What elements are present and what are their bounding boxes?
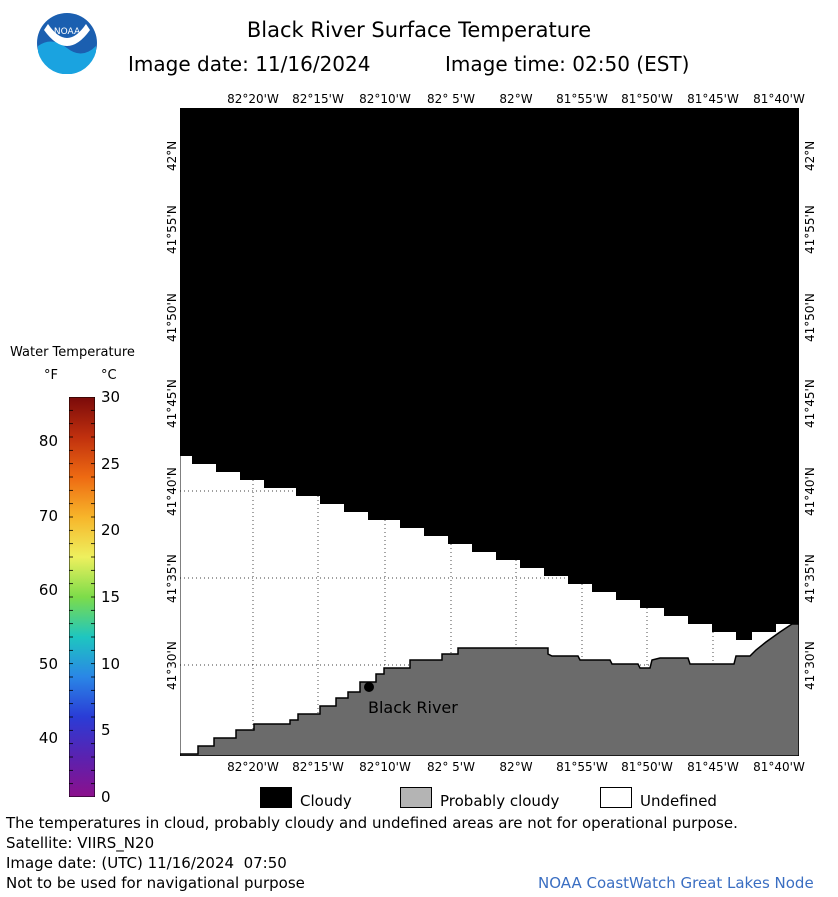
temperature-colorbar — [69, 397, 95, 797]
page-title: Black River Surface Temperature — [246, 18, 592, 42]
key-undefined-swatch — [600, 787, 632, 808]
key-probably-cloudy-label: Probably cloudy — [440, 792, 560, 810]
black-river-station-marker[interactable] — [364, 682, 374, 692]
noaa-logo: NOAA — [36, 12, 98, 75]
noaa-logo-text: NOAA — [54, 27, 81, 37]
top-lon-label: 82°20'W — [227, 92, 279, 106]
top-lon-label: 81°50'W — [621, 92, 673, 106]
credit-text[interactable]: NOAA CoastWatch Great Lakes Node — [538, 874, 814, 892]
bottom-lon-label: 81°50'W — [621, 760, 673, 774]
right-lat-label: 41°40'N — [803, 466, 817, 516]
right-lat-label: 42°N — [803, 140, 817, 171]
bottom-lon-label: 82°15'W — [292, 760, 344, 774]
disclaimer-text: The temperatures in cloud, probably clou… — [6, 814, 738, 832]
top-lon-label: 82°15'W — [292, 92, 344, 106]
utc-date-text: Image date: (UTC) 11/16/2024 07:50 — [6, 854, 287, 872]
land-area — [180, 623, 799, 756]
bottom-lon-label: 82°10'W — [359, 760, 411, 774]
legend-unit-f: °F — [44, 368, 58, 383]
top-lon-label: 82° 5'W — [427, 92, 475, 106]
left-lat-label: 41°40'N — [165, 466, 179, 516]
left-lat-label: 41°30'N — [165, 640, 179, 690]
legend-c-tick: 0 — [101, 788, 111, 806]
map-area[interactable] — [180, 108, 799, 756]
top-lon-label: 81°55'W — [556, 92, 608, 106]
top-lon-label: 82°10'W — [359, 92, 411, 106]
bottom-lon-label: 81°40'W — [753, 760, 805, 774]
bottom-lon-label: 81°45'W — [687, 760, 739, 774]
cloudy-area — [180, 108, 799, 640]
image-date: Image date: 11/16/2024 — [128, 52, 371, 76]
left-lat-label: 41°35'N — [165, 553, 179, 603]
bottom-lon-label: 82° 5'W — [427, 760, 475, 774]
image-time: Image time: 02:50 (EST) — [445, 52, 690, 76]
right-lat-label: 41°45'N — [803, 378, 817, 428]
key-probably-cloudy-swatch — [400, 787, 432, 808]
right-lat-label: 41°50'N — [803, 292, 817, 342]
key-undefined-label: Undefined — [640, 792, 717, 810]
legend-f-tick: 80 — [38, 432, 58, 451]
legend-unit-c: °C — [101, 368, 117, 383]
top-lon-label: 81°40'W — [753, 92, 805, 106]
nav-warning-text: Not to be used for navigational purpose — [6, 874, 305, 892]
bottom-lon-label: 81°55'W — [556, 760, 608, 774]
legend-f-tick: 50 — [38, 654, 58, 673]
left-lat-label: 41°55'N — [165, 204, 179, 254]
top-lon-label: 81°45'W — [687, 92, 739, 106]
bottom-lon-label: 82°20'W — [227, 760, 279, 774]
satellite-text: Satellite: VIIRS_N20 — [6, 834, 155, 852]
top-lon-label: 82°W — [499, 92, 533, 106]
legend-f-tick: 70 — [38, 506, 58, 525]
legend-c-tick: 5 — [101, 721, 111, 740]
legend-c-tick: 25 — [101, 454, 121, 473]
key-cloudy-swatch — [260, 787, 292, 808]
right-lat-label: 41°35'N — [803, 553, 817, 603]
legend-title: Water Temperature — [10, 345, 135, 360]
station-label: Black River — [368, 698, 458, 717]
left-lat-label: 42°N — [165, 140, 179, 171]
bottom-lon-label: 82°W — [499, 760, 533, 774]
legend-c-tick: 30 — [101, 388, 121, 406]
right-lat-label: 41°30'N — [803, 640, 817, 690]
left-lat-label: 41°45'N — [165, 378, 179, 428]
legend-c-tick: 10 — [101, 654, 121, 673]
legend-c-tick: 15 — [101, 588, 121, 606]
key-cloudy-label: Cloudy — [300, 792, 352, 810]
left-lat-label: 41°50'N — [165, 292, 179, 342]
legend-c-tick: 20 — [101, 521, 121, 540]
legend-f-tick: 40 — [38, 728, 58, 747]
legend-f-tick: 60 — [38, 580, 58, 599]
right-lat-label: 41°55'N — [803, 204, 817, 254]
